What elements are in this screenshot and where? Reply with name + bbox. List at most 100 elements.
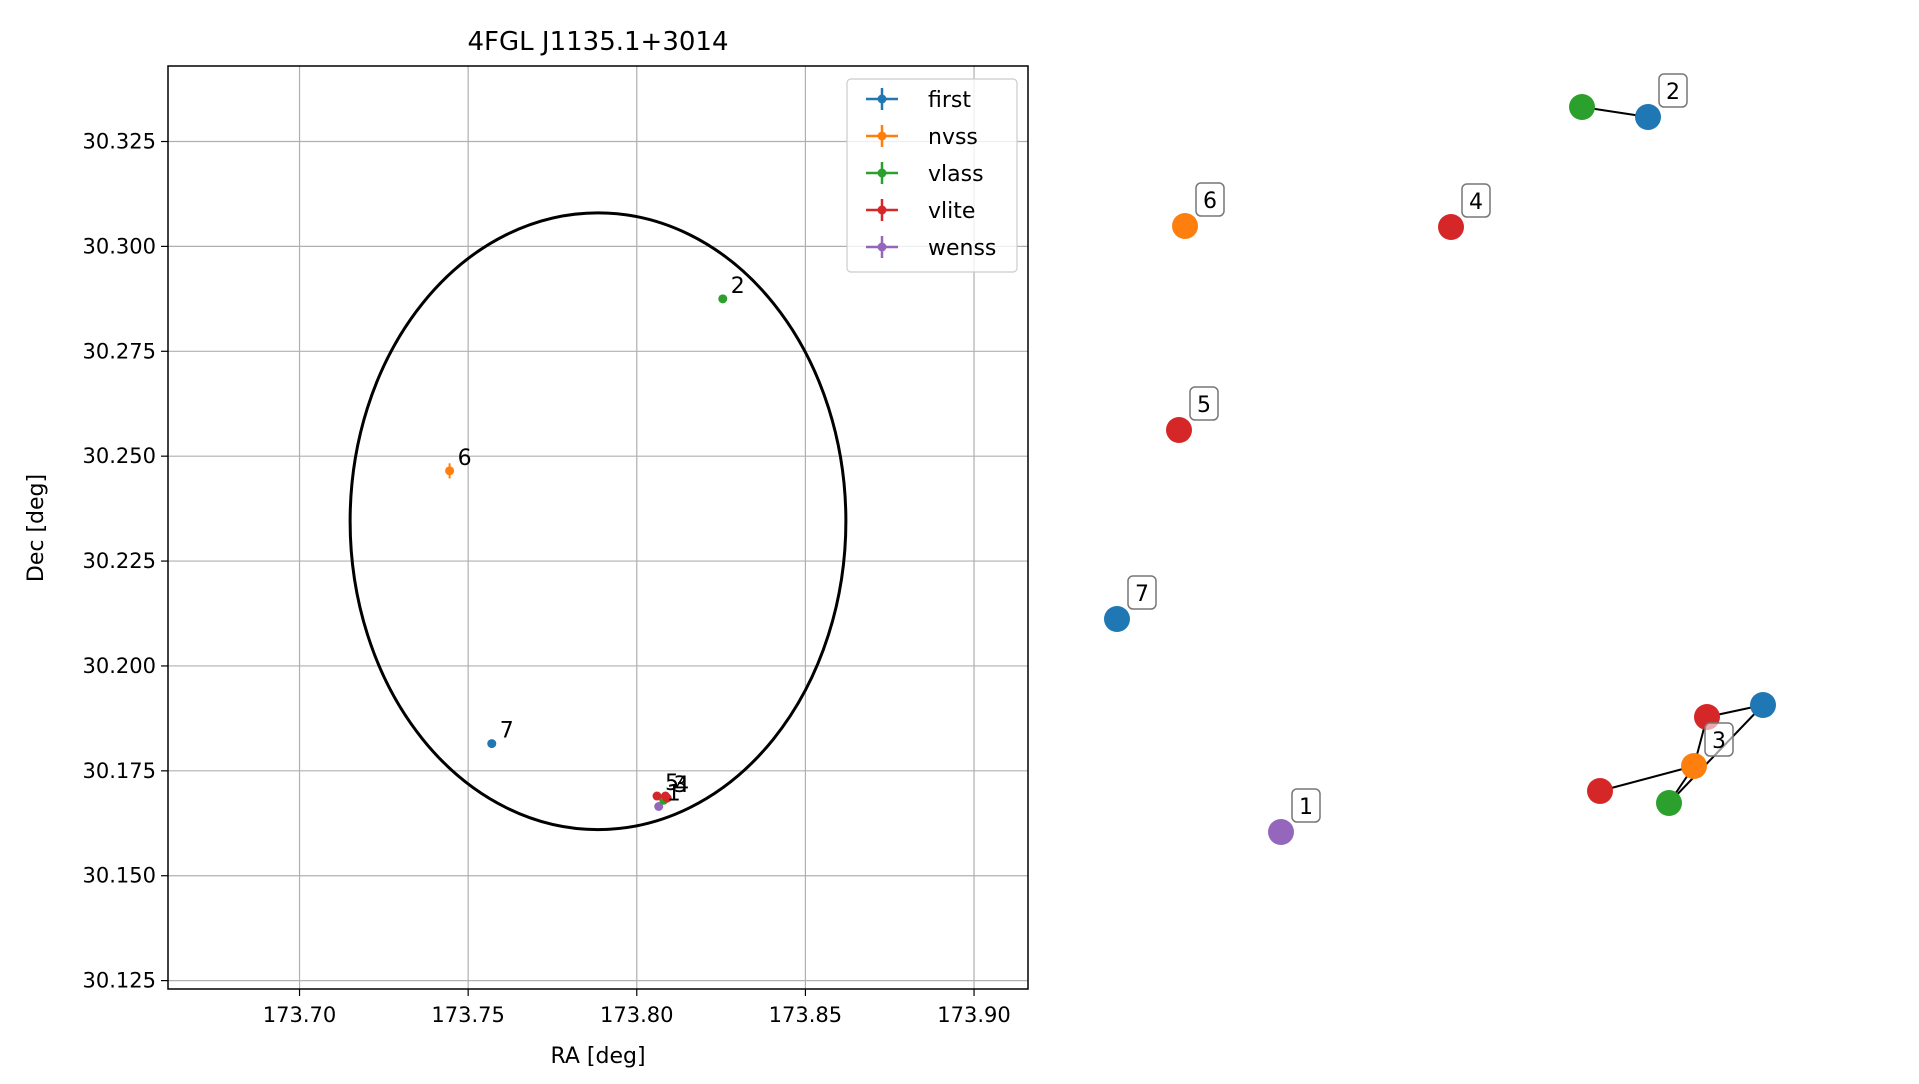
- point-label: 4: [675, 773, 689, 798]
- legend-marker: [877, 242, 887, 252]
- point-marker: [487, 739, 497, 749]
- grid: [168, 66, 1028, 989]
- point-label: 3: [673, 773, 687, 798]
- label-box: [1127, 575, 1157, 610]
- network-node-label: 7: [1127, 575, 1157, 610]
- legend-item-wenss: wenss: [866, 236, 996, 261]
- label-box: [1195, 182, 1225, 217]
- point-label: 5: [665, 771, 679, 796]
- point-labels: 1 2 345 6 7: [458, 274, 745, 807]
- point-marker: [652, 791, 662, 801]
- network-node-label: 3: [1704, 722, 1734, 757]
- label-text: 6: [1203, 189, 1217, 214]
- legend-marker: [877, 168, 887, 178]
- axes-frame: [167, 65, 1029, 990]
- network-node-label: 2: [1658, 73, 1688, 108]
- label-text: 4: [1469, 190, 1483, 215]
- network-node-label: 5: [1189, 386, 1219, 421]
- x-axis-ticks: 173.70 173.75 173.80 173.85 173.90: [263, 989, 1011, 1027]
- x-tick-label: 173.80: [600, 1003, 673, 1027]
- chart-title: 4FGL J1135.1+3014: [468, 27, 729, 57]
- y-tick-label: 30.225: [83, 549, 156, 573]
- network-node-vlite: [1587, 778, 1613, 804]
- label-text: 5: [1197, 393, 1211, 418]
- network-labels: 1 2 3 4 5 6 7: [1127, 73, 1734, 823]
- point-label: 1: [667, 781, 681, 806]
- label-text: 2: [1666, 80, 1680, 105]
- label-box: [1658, 73, 1688, 108]
- network-node-label: 4: [1461, 183, 1491, 218]
- data-point-vlite: [662, 793, 672, 803]
- network-edges: [1581, 106, 1764, 804]
- legend-label: first: [928, 88, 971, 113]
- network-node-nvss: [1681, 753, 1707, 779]
- legend: first nvss vlass vlite wenss: [846, 78, 1018, 273]
- y-tick-label: 30.125: [83, 969, 156, 993]
- y-tick-label: 30.150: [83, 864, 156, 888]
- data-point-nvss: [445, 463, 455, 479]
- label-text: 3: [1712, 729, 1726, 754]
- point-marker: [718, 294, 728, 304]
- legend-label: wenss: [928, 236, 996, 261]
- network-node-wenss: [1268, 819, 1294, 845]
- point-marker: [662, 793, 672, 803]
- legend-label: nvss: [928, 125, 978, 150]
- network-panel: 1 2 3 4 5 6 7: [1104, 73, 1776, 845]
- legend-marker: [877, 205, 887, 215]
- network-node-label: 6: [1195, 182, 1225, 217]
- data-point-wenss: [654, 801, 664, 811]
- x-tick-label: 173.85: [769, 1003, 842, 1027]
- label-box: [1704, 722, 1734, 757]
- y-axis-label: Dec [deg]: [24, 474, 49, 582]
- points-layer: [445, 294, 728, 811]
- legend-item-nvss: nvss: [866, 125, 978, 150]
- network-node-first: [1635, 104, 1661, 130]
- label-box: [1461, 183, 1491, 218]
- y-tick-label: 30.175: [83, 759, 156, 783]
- label-text: 1: [1299, 795, 1313, 820]
- point-label: 2: [731, 274, 745, 299]
- point-marker: [445, 466, 455, 476]
- network-node-label: 1: [1291, 788, 1321, 823]
- legend-label: vlite: [928, 199, 975, 224]
- network-node-vlite: [1166, 417, 1192, 443]
- legend-box: [846, 78, 1018, 273]
- legend-item-vlass: vlass: [866, 162, 984, 187]
- network-edge: [1599, 765, 1695, 792]
- network-node-vlite: [1438, 214, 1464, 240]
- data-point-vlass: [718, 294, 728, 304]
- x-tick-label: 173.75: [431, 1003, 504, 1027]
- point-marker: [654, 801, 664, 811]
- legend-label: vlass: [928, 162, 984, 187]
- y-tick-label: 30.275: [83, 339, 156, 363]
- legend-item-vlite: vlite: [866, 199, 975, 224]
- data-point-first: [487, 739, 497, 749]
- y-tick-label: 30.300: [83, 234, 156, 258]
- network-node-first: [1750, 692, 1776, 718]
- point-label: 7: [500, 719, 514, 744]
- point-label: 6: [458, 446, 472, 471]
- label-box: [1189, 386, 1219, 421]
- network-node-first: [1104, 606, 1130, 632]
- y-axis-ticks: 30.125 30.150 30.175 30.200 30.225 30.250 30.2…: [83, 130, 168, 993]
- legend-marker: [877, 94, 887, 104]
- network-node-nvss: [1172, 213, 1198, 239]
- label-text: 7: [1135, 582, 1149, 607]
- legend-marker: [877, 131, 887, 141]
- label-box: [1291, 788, 1321, 823]
- network-node-vlass: [1656, 790, 1682, 816]
- scatter-panel: 1 2 345 6 7 173.70 173.75 173.80 173.85 173.90 3…: [24, 27, 1029, 1069]
- network-node-vlass: [1569, 94, 1595, 120]
- y-tick-label: 30.200: [83, 654, 156, 678]
- ellipse-layer: [348, 211, 848, 832]
- network-nodes: [1104, 94, 1776, 845]
- y-tick-label: 30.325: [83, 130, 156, 154]
- localization-ellipse: [348, 211, 848, 832]
- y-tick-label: 30.250: [83, 444, 156, 468]
- x-tick-label: 173.70: [263, 1003, 336, 1027]
- legend-item-first: first: [866, 88, 971, 113]
- data-point-vlite: [652, 791, 662, 801]
- x-tick-label: 173.90: [937, 1003, 1010, 1027]
